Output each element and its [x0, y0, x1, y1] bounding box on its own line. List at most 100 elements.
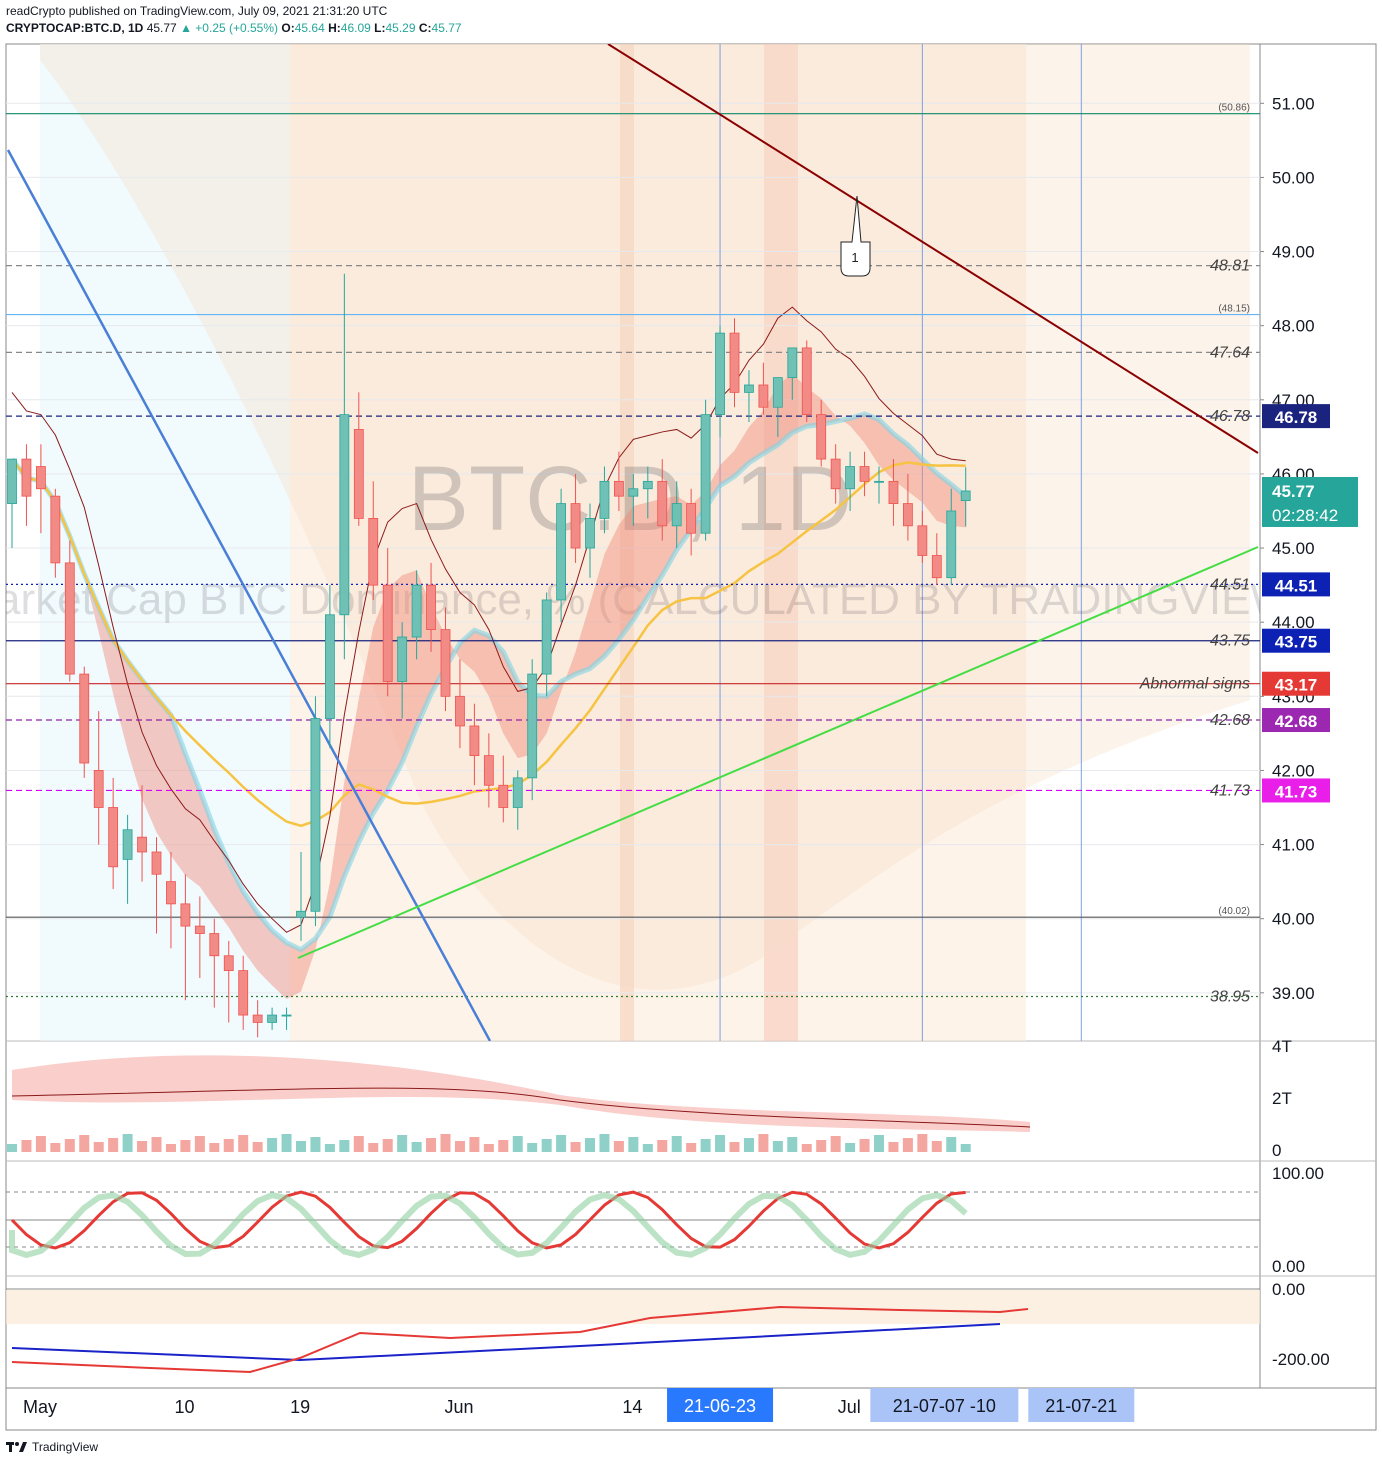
- candle-64: [931, 533, 942, 586]
- level-label-3: 47.64: [1210, 344, 1250, 361]
- candle-body: [599, 480, 610, 519]
- candle-44: [642, 466, 653, 519]
- candle-body: [455, 695, 465, 727]
- volume-bar-27: [397, 1135, 408, 1152]
- candle-26: [382, 548, 393, 697]
- candle-45: [657, 459, 668, 541]
- candle-body: [267, 1014, 278, 1023]
- candle-57: [830, 444, 841, 504]
- x-tick-label-4: 14: [622, 1397, 642, 1417]
- volume-bar-50: [729, 1142, 740, 1152]
- date-badge-label-0: 21-06-23: [684, 1396, 756, 1416]
- candle-body: [411, 584, 422, 638]
- volume-bar-48: [700, 1139, 711, 1152]
- volume-bar-36: [527, 1143, 538, 1152]
- candle-23: [339, 273, 350, 660]
- volume-bar-6: [93, 1142, 104, 1152]
- volume-bar-35: [512, 1136, 523, 1152]
- annotation-callout: 1: [840, 195, 871, 277]
- candle-53: [772, 377, 783, 437]
- volume-bar-1: [21, 1140, 32, 1152]
- candle-38: [556, 488, 566, 623]
- candle-6: [93, 711, 104, 845]
- candle-21: [310, 696, 321, 927]
- price-badge-1: [1262, 572, 1330, 597]
- bg-band-peach: [290, 44, 1026, 1041]
- candle-10: [151, 837, 162, 934]
- candle-body: [382, 584, 393, 682]
- volume-axis-label-0: 4T: [1272, 1037, 1292, 1056]
- volume-bar-40: [585, 1138, 595, 1152]
- candle-7: [108, 777, 119, 890]
- candle-49: [715, 325, 725, 437]
- volume-bar-37: [541, 1139, 552, 1152]
- volume-bar-39: [570, 1142, 581, 1152]
- candle-47: [686, 488, 697, 556]
- candle-52: [758, 362, 769, 415]
- candle-body: [512, 777, 523, 808]
- level-label-6: 43.75: [1210, 633, 1250, 650]
- volume-bar-14: [209, 1143, 220, 1152]
- volume-bar-21: [310, 1137, 321, 1152]
- osc-axis-label-0: 100.00: [1272, 1164, 1324, 1183]
- level-label-8: 42.68: [1210, 712, 1250, 729]
- candle-55: [801, 340, 812, 423]
- tradingview-logo-icon: [6, 1442, 27, 1452]
- price-badge-5: [1262, 778, 1330, 803]
- candle-36: [527, 659, 538, 801]
- candle-body: [93, 770, 104, 808]
- volume-bar-13: [194, 1136, 205, 1152]
- price-change: +0.25 (+0.55%): [195, 21, 279, 35]
- candle-13: [194, 896, 205, 978]
- candle-body: [238, 970, 249, 1016]
- volume-bar-11: [165, 1144, 176, 1152]
- volume-bar-45: [657, 1140, 668, 1152]
- callout-label: 1: [851, 250, 858, 265]
- ribbon-band: [12, 373, 966, 999]
- candle-65: [946, 488, 957, 586]
- time-axis[interactable]: May 10 19 Jun 14 Jul 21-06-23 21-07-07 -10 21-07…: [23, 1388, 1135, 1422]
- volume-bar-25: [368, 1143, 379, 1152]
- candle-body: [671, 503, 682, 527]
- candle-40: [585, 503, 595, 578]
- up-arrow-icon: ▲: [180, 21, 192, 35]
- candle-body: [816, 414, 827, 460]
- candle-body: [166, 881, 176, 905]
- candle-41: [599, 466, 610, 534]
- candle-body: [483, 755, 494, 786]
- candle-2: [36, 444, 46, 534]
- candle-28: [411, 570, 422, 660]
- price-badge-label-2: 43.75: [1275, 633, 1318, 652]
- candle-body: [628, 488, 639, 497]
- candle-body: [137, 836, 147, 853]
- callout-shape: [840, 195, 871, 277]
- level-label-7: Abnormal signs: [1139, 676, 1250, 693]
- bg-cloud: [40, 44, 1250, 990]
- volume-bar-41: [599, 1134, 610, 1152]
- volume-bar-38: [556, 1135, 567, 1152]
- high-value: 46.09: [340, 21, 371, 35]
- level-label-11: 38.95: [1210, 989, 1250, 1006]
- bottom-blue-line: [11, 1323, 1001, 1362]
- candle-body: [758, 384, 769, 408]
- candle-59: [859, 451, 870, 497]
- last-price-badge-label: 45.77: [1272, 482, 1315, 501]
- volume-axis-label-2: 0: [1272, 1141, 1281, 1160]
- symbol-label[interactable]: CRYPTOCAP:BTC.D, 1D: [6, 21, 144, 35]
- candle-body: [339, 414, 350, 616]
- volume-bar-65: [946, 1137, 957, 1152]
- candle-body: [368, 518, 379, 586]
- price-axis[interactable]: 39.0040.0041.0042.0043.0044.0045.0046.00…: [1260, 94, 1315, 1003]
- volume-bar-51: [743, 1138, 754, 1152]
- candle-body: [570, 503, 581, 549]
- price-badge-3: [1262, 671, 1330, 696]
- price-badge-label-0: 46.78: [1275, 408, 1318, 427]
- candle-body: [527, 673, 538, 779]
- volume-bar-10: [151, 1137, 162, 1152]
- osc-axis-label-1: 0.00: [1272, 1257, 1305, 1276]
- candle-body: [151, 851, 162, 875]
- footer: TradingView: [6, 1440, 98, 1454]
- y-tick-label-0: 39.00: [1272, 984, 1315, 1003]
- volume-bar-61: [888, 1142, 899, 1152]
